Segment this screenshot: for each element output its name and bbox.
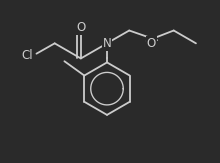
Text: O: O <box>76 22 85 35</box>
Text: O: O <box>147 37 156 50</box>
Text: N: N <box>103 37 111 50</box>
Text: Cl: Cl <box>21 49 33 62</box>
